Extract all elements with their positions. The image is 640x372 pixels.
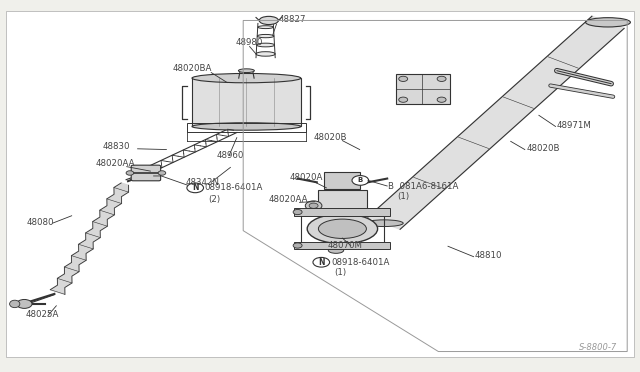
Ellipse shape xyxy=(328,247,344,253)
Bar xyxy=(301,209,384,248)
Text: 48025A: 48025A xyxy=(26,310,59,319)
Text: N: N xyxy=(318,258,324,267)
Circle shape xyxy=(126,171,134,175)
Circle shape xyxy=(437,97,446,102)
Circle shape xyxy=(293,243,302,248)
Text: 48020A: 48020A xyxy=(289,173,323,182)
Ellipse shape xyxy=(319,219,367,238)
Text: 48827: 48827 xyxy=(278,15,306,24)
Ellipse shape xyxy=(238,69,255,73)
Circle shape xyxy=(313,257,330,267)
Text: 48960: 48960 xyxy=(216,151,244,160)
Bar xyxy=(294,208,390,216)
Text: 48020B: 48020B xyxy=(526,144,559,153)
Circle shape xyxy=(305,201,322,211)
Ellipse shape xyxy=(10,300,20,308)
Ellipse shape xyxy=(256,52,275,56)
Bar xyxy=(294,242,390,249)
Ellipse shape xyxy=(365,220,403,227)
Text: B: B xyxy=(358,177,363,183)
Text: 08918-6401A: 08918-6401A xyxy=(205,183,263,192)
Bar xyxy=(192,78,301,126)
Ellipse shape xyxy=(257,35,274,38)
Circle shape xyxy=(437,76,446,81)
Circle shape xyxy=(399,76,408,81)
Text: 48020BA: 48020BA xyxy=(173,64,212,73)
Circle shape xyxy=(17,299,32,308)
Ellipse shape xyxy=(192,74,301,83)
Text: 48070M: 48070M xyxy=(328,241,363,250)
Text: 48080: 48080 xyxy=(27,218,54,227)
Ellipse shape xyxy=(257,43,275,47)
Text: 48020AA: 48020AA xyxy=(96,158,136,167)
FancyBboxPatch shape xyxy=(131,165,161,181)
Ellipse shape xyxy=(259,16,278,25)
Bar xyxy=(324,172,360,189)
Bar xyxy=(396,74,450,104)
Ellipse shape xyxy=(307,214,378,244)
Text: (1): (1) xyxy=(397,192,409,201)
Text: N: N xyxy=(192,183,198,192)
Polygon shape xyxy=(51,183,129,294)
Text: 48971M: 48971M xyxy=(557,121,591,130)
Text: 48020B: 48020B xyxy=(314,132,347,141)
Circle shape xyxy=(309,203,318,208)
Text: B  081A6-8161A: B 081A6-8161A xyxy=(388,182,459,190)
Bar xyxy=(318,190,367,212)
Text: 48342N: 48342N xyxy=(186,177,220,186)
Ellipse shape xyxy=(258,26,273,29)
Bar xyxy=(187,123,306,132)
Text: 08918-6401A: 08918-6401A xyxy=(331,258,389,267)
Circle shape xyxy=(158,171,166,175)
Text: 48810: 48810 xyxy=(475,251,502,260)
Circle shape xyxy=(399,97,408,102)
Text: (1): (1) xyxy=(334,268,346,277)
Circle shape xyxy=(293,209,302,215)
Ellipse shape xyxy=(586,17,630,27)
Text: 48980: 48980 xyxy=(236,38,263,46)
Text: 48830: 48830 xyxy=(102,142,130,151)
Circle shape xyxy=(187,183,204,193)
Text: (2): (2) xyxy=(208,195,220,203)
Ellipse shape xyxy=(192,123,301,130)
Polygon shape xyxy=(368,16,624,229)
Circle shape xyxy=(352,176,369,185)
Text: 48020AA: 48020AA xyxy=(269,195,308,203)
Text: S-8800-7: S-8800-7 xyxy=(579,343,618,352)
